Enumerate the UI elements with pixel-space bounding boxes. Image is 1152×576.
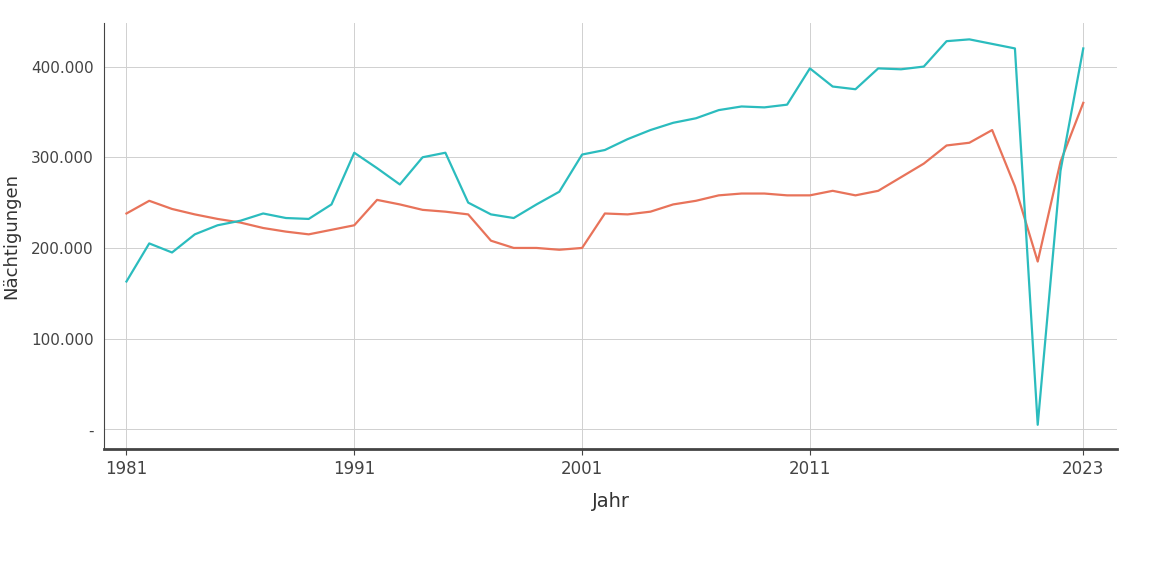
X-axis label: Jahr: Jahr xyxy=(592,491,629,510)
Y-axis label: Nächtigungen: Nächtigungen xyxy=(2,173,20,299)
